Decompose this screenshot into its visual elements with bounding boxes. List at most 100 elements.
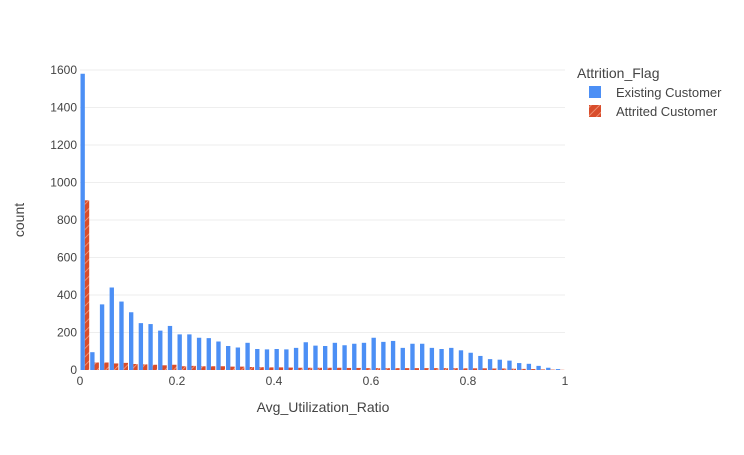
bar-existing-customer[interactable] [294, 348, 298, 370]
bar-existing-customer[interactable] [362, 343, 366, 370]
bar-attrited-customer[interactable] [124, 363, 128, 370]
bar-existing-customer[interactable] [536, 366, 540, 370]
bar-existing-customer[interactable] [401, 348, 405, 370]
bar-existing-customer[interactable] [469, 353, 473, 370]
bar-existing-customer[interactable] [129, 312, 133, 370]
bar-attrited-customer[interactable] [453, 368, 457, 370]
bar-attrited-customer[interactable] [356, 368, 360, 370]
bar-attrited-customer[interactable] [289, 368, 293, 370]
bar-existing-customer[interactable] [430, 348, 434, 370]
bar-attrited-customer[interactable] [502, 369, 506, 371]
bar-attrited-customer[interactable] [386, 368, 390, 370]
bar-attrited-customer[interactable] [318, 368, 322, 370]
bar-existing-customer[interactable] [420, 344, 424, 370]
bar-existing-customer[interactable] [342, 345, 346, 370]
bar-existing-customer[interactable] [207, 338, 211, 370]
bar-attrited-customer[interactable] [531, 369, 535, 370]
bar-existing-customer[interactable] [90, 352, 94, 370]
bar-attrited-customer[interactable] [347, 368, 351, 370]
bar-existing-customer[interactable] [449, 348, 453, 370]
bar-attrited-customer[interactable] [221, 366, 225, 370]
bar-existing-customer[interactable] [100, 304, 104, 370]
bar-attrited-customer[interactable] [211, 366, 215, 370]
bar-attrited-customer[interactable] [104, 363, 108, 371]
bar-existing-customer[interactable] [226, 346, 230, 370]
bar-existing-customer[interactable] [352, 344, 356, 370]
bar-existing-customer[interactable] [527, 364, 531, 370]
bar-existing-customer[interactable] [275, 349, 279, 370]
bar-existing-customer[interactable] [410, 344, 414, 370]
bar-existing-customer[interactable] [313, 346, 317, 370]
bar-attrited-customer[interactable] [366, 368, 370, 370]
bar-existing-customer[interactable] [110, 288, 114, 371]
bar-existing-customer[interactable] [119, 302, 123, 370]
bar-attrited-customer[interactable] [541, 369, 545, 370]
bar-existing-customer[interactable] [139, 323, 143, 370]
bar-existing-customer[interactable] [391, 341, 395, 370]
bar-attrited-customer[interactable] [415, 368, 419, 370]
bar-existing-customer[interactable] [507, 361, 511, 370]
bar-existing-customer[interactable] [333, 343, 337, 370]
bar-attrited-customer[interactable] [172, 365, 176, 370]
bar-existing-customer[interactable] [284, 349, 288, 370]
bar-attrited-customer[interactable] [250, 367, 254, 370]
bar-existing-customer[interactable] [488, 359, 492, 370]
bar-attrited-customer[interactable] [434, 368, 438, 370]
bar-attrited-customer[interactable] [133, 364, 137, 370]
bar-attrited-customer[interactable] [85, 200, 89, 370]
bar-attrited-customer[interactable] [327, 368, 331, 370]
bar-existing-customer[interactable] [439, 349, 443, 370]
bar-attrited-customer[interactable] [162, 365, 166, 370]
bar-attrited-customer[interactable] [463, 368, 467, 370]
bar-attrited-customer[interactable] [182, 366, 186, 370]
bar-attrited-customer[interactable] [424, 368, 428, 370]
bar-attrited-customer[interactable] [269, 367, 273, 370]
bar-existing-customer[interactable] [255, 349, 259, 370]
bar-attrited-customer[interactable] [153, 365, 157, 370]
bar-attrited-customer[interactable] [395, 368, 399, 370]
bar-attrited-customer[interactable] [95, 363, 99, 371]
bar-existing-customer[interactable] [498, 360, 502, 370]
bar-attrited-customer[interactable] [114, 363, 118, 370]
bar-existing-customer[interactable] [197, 338, 201, 370]
bar-existing-customer[interactable] [304, 342, 308, 370]
bar-attrited-customer[interactable] [444, 368, 448, 370]
bar-existing-customer[interactable] [245, 343, 249, 370]
bar-attrited-customer[interactable] [512, 369, 516, 370]
bar-attrited-customer[interactable] [337, 368, 341, 370]
bar-existing-customer[interactable] [178, 334, 182, 370]
bar-existing-customer[interactable] [148, 324, 152, 370]
bar-attrited-customer[interactable] [492, 369, 496, 371]
bar-existing-customer[interactable] [168, 326, 172, 370]
bar-existing-customer[interactable] [187, 334, 191, 370]
bar-attrited-customer[interactable] [259, 367, 263, 370]
bar-attrited-customer[interactable] [473, 368, 477, 370]
bar-attrited-customer[interactable] [521, 369, 525, 370]
bar-existing-customer[interactable] [546, 368, 550, 370]
bar-attrited-customer[interactable] [192, 366, 196, 370]
bar-attrited-customer[interactable] [405, 368, 409, 370]
bar-attrited-customer[interactable] [308, 368, 312, 370]
bar-existing-customer[interactable] [265, 349, 269, 370]
bar-attrited-customer[interactable] [298, 368, 302, 370]
bar-existing-customer[interactable] [372, 338, 376, 370]
bar-attrited-customer[interactable] [201, 366, 205, 370]
bar-attrited-customer[interactable] [143, 364, 147, 370]
legend-item-attrited-customer[interactable]: Attrited Customer [589, 104, 718, 119]
bar-existing-customer[interactable] [381, 342, 385, 370]
bar-existing-customer[interactable] [216, 342, 220, 371]
bar-existing-customer[interactable] [517, 363, 521, 370]
bar-existing-customer[interactable] [323, 346, 327, 370]
bar-attrited-customer[interactable] [279, 367, 283, 370]
bar-attrited-customer[interactable] [230, 367, 234, 370]
bar-existing-customer[interactable] [236, 348, 240, 371]
bar-attrited-customer[interactable] [483, 368, 487, 370]
bar-existing-customer[interactable] [556, 369, 560, 370]
bar-attrited-customer[interactable] [376, 368, 380, 370]
bar-attrited-customer[interactable] [240, 367, 244, 370]
bar-existing-customer[interactable] [81, 74, 85, 370]
bar-existing-customer[interactable] [459, 350, 463, 370]
legend-item-existing-customer[interactable]: Existing Customer [589, 85, 722, 100]
bar-existing-customer[interactable] [478, 356, 482, 370]
bar-existing-customer[interactable] [158, 331, 162, 370]
